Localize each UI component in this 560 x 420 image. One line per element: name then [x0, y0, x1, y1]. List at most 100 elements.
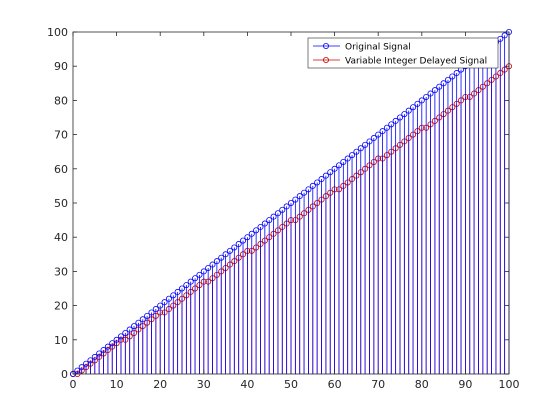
stem-marker	[205, 264, 212, 271]
stem-marker	[126, 326, 133, 333]
stem-marker	[274, 210, 281, 217]
stem-marker	[366, 138, 373, 145]
stem-marker	[375, 131, 382, 138]
stem-marker	[139, 316, 146, 323]
y-tick-label: 10	[54, 334, 68, 347]
stem-marker	[418, 97, 425, 104]
stem-marker	[423, 93, 430, 100]
stem-marker	[144, 312, 151, 319]
stem-marker	[353, 148, 360, 155]
stem-marker	[444, 76, 451, 83]
stem-marker	[117, 333, 124, 340]
stem-marker	[270, 213, 277, 220]
stem-marker	[449, 73, 456, 80]
y-tick-label: 20	[54, 300, 68, 313]
stem-marker	[131, 323, 138, 330]
stem-marker	[392, 117, 399, 124]
legend-label: Original Signal	[345, 43, 411, 53]
stem-marker	[327, 169, 334, 176]
stem-marker	[91, 353, 98, 360]
stem-marker	[414, 100, 421, 107]
stem-marker	[309, 182, 316, 189]
stem-marker	[157, 302, 164, 309]
stem-marker	[388, 121, 395, 128]
stem-marker	[161, 299, 168, 306]
legend-label: Variable Integer Delayed Signal	[345, 57, 487, 67]
stem-marker	[440, 80, 447, 87]
stem-marker	[266, 217, 273, 224]
x-tick-label: 80	[415, 378, 429, 391]
x-tick-label: 10	[110, 378, 124, 391]
stem-marker	[74, 367, 81, 374]
stems-layer	[70, 28, 512, 377]
series-original	[70, 28, 512, 377]
stem-marker	[135, 319, 142, 326]
stem-marker	[296, 193, 303, 200]
y-tick-label: 40	[54, 231, 68, 244]
x-tick-label: 30	[197, 378, 211, 391]
stem-marker	[170, 292, 177, 299]
stem-marker	[187, 278, 194, 285]
stem-marker	[453, 70, 460, 77]
stem-marker	[287, 199, 294, 206]
x-tick-label: 60	[328, 378, 342, 391]
stem-marker	[226, 247, 233, 254]
stem-marker	[410, 104, 417, 111]
y-tick-label: 30	[54, 265, 68, 278]
stem-marker	[196, 271, 203, 278]
legend-marker	[322, 57, 329, 64]
x-tick-label: 40	[240, 378, 254, 391]
y-tick-label: 50	[54, 197, 68, 210]
y-tick-label: 90	[54, 60, 68, 73]
stem-marker	[331, 165, 338, 172]
stem-marker	[405, 107, 412, 114]
stem-marker	[231, 244, 238, 251]
stem-marker	[436, 83, 443, 90]
x-tick-label: 50	[284, 378, 298, 391]
x-tick-label: 20	[153, 378, 167, 391]
stem-marker	[183, 282, 190, 289]
stem-marker	[253, 227, 260, 234]
x-tick-label: 0	[70, 378, 77, 391]
legend: Original Signal Variable Integer Delayed …	[307, 37, 499, 69]
stem-marker	[305, 186, 312, 193]
stem-marker	[335, 162, 342, 169]
stem-marker	[109, 340, 116, 347]
stem-marker	[178, 285, 185, 292]
legend-box	[307, 37, 499, 69]
stem-marker	[78, 364, 85, 371]
stem-marker	[240, 237, 247, 244]
stem-marker	[174, 288, 181, 295]
stem-marker	[257, 223, 264, 230]
stem-marker	[318, 176, 325, 183]
stem-marker	[362, 141, 369, 148]
stem-marker	[222, 251, 229, 258]
stem-marker	[200, 268, 207, 275]
stem-marker	[344, 155, 351, 162]
stem-marker	[83, 360, 90, 367]
stem-marker	[396, 114, 403, 121]
stem-marker	[192, 275, 199, 282]
stem-marker	[100, 347, 107, 354]
x-tick-label: 70	[371, 378, 385, 391]
y-tick-label: 0	[61, 368, 68, 381]
stem-marker	[501, 32, 508, 39]
stem-marker	[248, 230, 255, 237]
stem-marker	[152, 306, 159, 313]
stem-marker	[314, 179, 321, 186]
stem-marker	[279, 206, 286, 213]
stem-marker	[370, 135, 377, 142]
stem-marker	[357, 145, 364, 152]
stem-marker	[113, 336, 120, 343]
stem-marker	[87, 357, 94, 364]
y-tick-label: 60	[54, 163, 68, 176]
stem-marker	[122, 329, 129, 336]
x-tick-label: 100	[499, 378, 520, 391]
stem-marker	[427, 90, 434, 97]
stem-marker	[283, 203, 290, 210]
x-tick-label: 90	[458, 378, 472, 391]
stem-marker	[292, 196, 299, 203]
stem-marker	[209, 261, 216, 268]
axes: 0 10 20 30 40 50 60 70 80 90 100 0 10 20 30 40 50 60 70 80 9…	[47, 26, 520, 391]
